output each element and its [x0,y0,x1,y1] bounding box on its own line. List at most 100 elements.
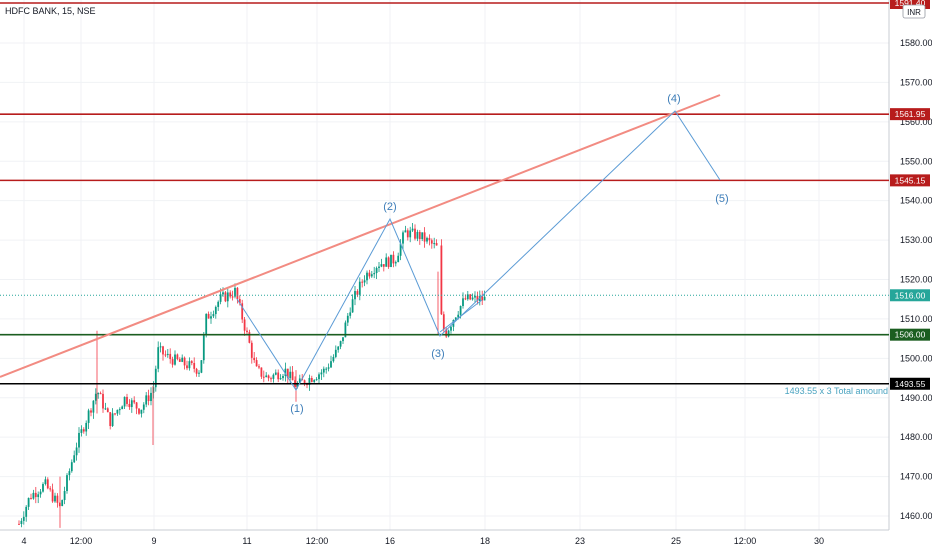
candle-body [322,368,325,373]
candle-body [30,497,32,499]
candle-body [411,228,414,231]
y-tick-label: 1480.00 [900,432,932,442]
candle-body [183,357,186,366]
candle-body [99,393,102,395]
currency-badge [902,4,926,19]
candle-body [454,317,457,321]
candle-body [90,410,92,413]
candle-body [253,357,256,361]
x-tick-label: 23 [575,536,585,546]
candle-body [481,296,484,301]
candle-body [445,329,448,337]
candle-body [450,326,452,331]
candle-body [217,301,220,307]
y-tick-label: 1550.00 [900,156,932,166]
candle-body [226,292,229,302]
grid [0,0,889,530]
y-tick-label: 1470.00 [900,472,932,482]
candle-body [154,368,157,388]
wave-label-5: (5) [715,193,728,205]
candle-body [270,378,272,380]
candle-body [433,243,436,245]
candle-body [344,322,347,338]
candle-body [27,497,30,507]
resistance-trendline [0,94,721,378]
candle-body [346,315,349,323]
candle-body [260,367,263,377]
candle-body [18,523,20,525]
candle-body [315,379,318,381]
x-tick-label: 12:00 [70,536,93,546]
candle-body [289,371,292,379]
candle-body [342,337,344,342]
candle-body [339,341,342,347]
price-level-tag-label: 1516.00 [895,290,926,300]
candle-body [361,281,364,283]
price-level-tag-label: 1545.15 [895,175,926,185]
total-amount-annotation: 1493.55 x 3 Total amound [785,386,888,396]
candle-body [92,400,95,413]
candle-body [325,368,328,370]
candle-body [308,377,311,385]
candle-body [469,294,472,300]
time-axis: 4 12:00 9 11 12:00 16 18 23 25 12:00 30 [21,536,824,546]
candle-body [356,291,359,295]
price-level-tag [890,328,930,341]
candle-body [418,231,421,240]
candle-body [162,346,164,355]
candle-body [37,494,40,498]
candle-body [464,298,467,300]
candle-body [409,230,412,238]
candle-body [205,313,208,335]
candle-body [351,299,354,313]
candle-body [378,266,380,268]
y-tick-label: 1490.00 [900,393,932,403]
candle-body [126,396,128,404]
chart-title: HDFC BANK, 15, NSE [5,6,96,16]
candle-body [421,232,424,240]
candle-body [61,500,64,506]
candle-body [39,491,42,495]
candle-body [358,281,361,295]
candlestick-series [18,223,486,528]
candle-body [462,298,464,307]
candle-body [78,432,80,448]
candle-body [150,392,152,402]
candle-body [430,240,433,244]
candle-body [80,429,83,433]
candle-body [291,371,294,381]
candle-body [34,492,37,498]
candle-body [109,412,112,427]
candle-body [118,409,121,411]
price-level-tag-label: 1493.55 [895,379,926,389]
y-tick-label: 1580.00 [900,38,932,48]
candle-body [428,237,431,241]
candle-body [262,376,265,378]
candle-body [46,479,49,489]
candle-body [104,408,107,410]
candle-body [298,378,301,384]
candle-body [471,297,474,300]
candle-body [22,516,25,521]
candle-body [219,294,222,302]
candle-body [214,306,217,315]
candle-body [198,372,200,374]
candle-body [474,295,476,298]
candle-body [246,330,248,333]
candle-body [284,368,287,376]
candle-body [332,356,335,362]
candle-body [303,380,306,385]
candle-body [337,346,340,350]
candle-body [286,368,289,379]
price-level-tag [890,377,930,390]
candle-body [130,400,133,408]
y-tick-label: 1500.00 [900,353,932,363]
candle-body [222,292,224,295]
price-level-tag [890,289,930,302]
candle-body [85,422,88,432]
candle-body [390,254,392,267]
x-tick-label: 12:00 [734,536,757,546]
candle-body [483,296,486,301]
wave-label-1: (1) [290,403,303,415]
